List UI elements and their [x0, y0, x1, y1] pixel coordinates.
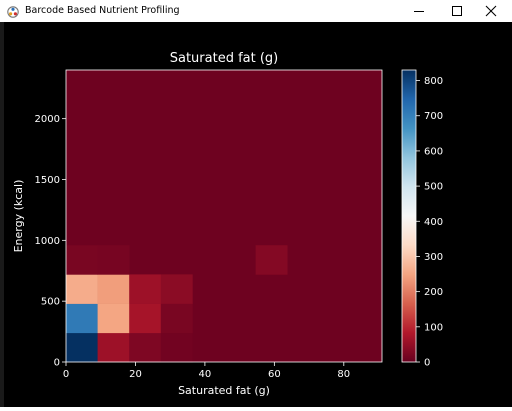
heatmap-cell [97, 274, 130, 304]
maximize-button[interactable] [440, 0, 474, 22]
heatmap-cell [160, 303, 193, 334]
heatmap-cell [66, 274, 98, 304]
colorbar [401, 69, 417, 363]
colorbar-tick-label: 600 [424, 146, 443, 157]
x-tick-label: 80 [337, 369, 350, 380]
colorbar-tick-label: 300 [424, 252, 443, 263]
x-axis-label: Saturated fat (g) [178, 384, 270, 397]
heatmap-cell [160, 274, 193, 304]
x-axis: 0 20 40 60 80 [63, 362, 350, 380]
heatmap-cell [160, 332, 193, 363]
window-edge [0, 22, 4, 407]
colorbar-tick-label: 700 [424, 111, 443, 122]
heatmap-cell [97, 332, 130, 363]
x-tick-label: 0 [63, 369, 69, 380]
heatmap-cell [129, 332, 162, 363]
colorbar-tick-label: 0 [424, 358, 430, 369]
colorbar-tick-label: 800 [424, 76, 443, 87]
heatmap-cell [129, 303, 162, 334]
chart-title: Saturated fat (g) [170, 51, 279, 66]
y-tick-label: 500 [41, 297, 60, 308]
heatmap-cell [66, 303, 98, 334]
app-icon [6, 4, 20, 18]
x-tick-label: 40 [199, 369, 212, 380]
minimize-icon [414, 11, 424, 12]
colorbar-tick-label: 500 [424, 182, 443, 193]
close-icon [485, 5, 497, 17]
close-button[interactable] [474, 0, 508, 22]
title-bar: Barcode Based Nutrient Profiling [0, 0, 512, 22]
colorbar-axis: 0 100 200 300 400 500 600 700 800 [416, 76, 443, 369]
colorbar-tick-label: 400 [424, 217, 443, 228]
y-tick-label: 1500 [35, 175, 60, 186]
minimize-button[interactable] [402, 0, 436, 22]
y-axis-label: Energy (kcal) [12, 180, 25, 253]
y-axis: 0 500 1000 1500 2000 [35, 114, 66, 369]
heatmap-cell [129, 274, 162, 304]
figure-canvas: Saturated fat (g) 0 20 40 60 80 0 500 1000 1500… [0, 22, 512, 407]
colorbar-tick-label: 100 [424, 322, 443, 333]
y-tick-label: 1000 [35, 236, 60, 247]
y-tick-label: 2000 [35, 114, 60, 125]
maximize-icon [452, 6, 462, 16]
y-tick-label: 0 [54, 358, 60, 369]
plot-frame [65, 69, 383, 363]
heatmap-cell [97, 245, 130, 275]
heatmap-figure: Saturated fat (g) 0 20 40 60 80 050010001500… [12, 51, 443, 397]
x-tick-label: 20 [129, 369, 142, 380]
window-title: Barcode Based Nutrient Profiling [25, 5, 180, 16]
x-tick-label: 60 [268, 369, 281, 380]
colorbar-tick-label: 200 [424, 287, 443, 298]
plot-area [66, 70, 382, 363]
heatmap-cell [97, 303, 130, 334]
heatmap-cell [255, 245, 288, 275]
heatmap-cell [66, 245, 98, 275]
heatmap-cell [66, 332, 98, 363]
